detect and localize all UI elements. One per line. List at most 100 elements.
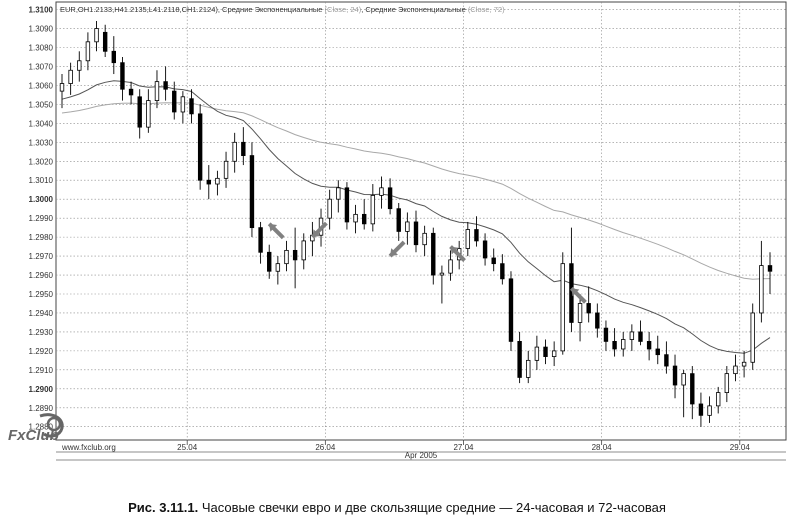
candle-body bbox=[405, 221, 410, 232]
y-tick-label: 1.2930 bbox=[29, 328, 54, 337]
ema-24-layer bbox=[61, 80, 771, 354]
candle bbox=[215, 170, 220, 196]
legend-symbol: EUR,OH1.2133,H41.2135,L41.2118,CH1.2124) bbox=[60, 5, 218, 14]
candle-body bbox=[344, 187, 350, 223]
candle-body bbox=[94, 28, 99, 43]
candle-body bbox=[197, 113, 203, 181]
candle bbox=[128, 81, 134, 105]
candle bbox=[629, 324, 635, 351]
y-tick-label: 1.2940 bbox=[29, 309, 54, 318]
signal-arrows bbox=[267, 221, 587, 304]
candle-body bbox=[707, 405, 712, 416]
fxclub-logo: FxClub bbox=[8, 413, 64, 444]
candle bbox=[396, 202, 401, 241]
candle-body bbox=[77, 60, 82, 71]
candle bbox=[68, 62, 73, 95]
candle-body bbox=[482, 240, 488, 259]
x-tick-label: 25.04 bbox=[177, 443, 198, 452]
candle-body bbox=[577, 303, 583, 323]
ema-72-line bbox=[61, 102, 771, 280]
candle bbox=[189, 89, 194, 124]
legend-ema24-params: (Close, 24) bbox=[325, 5, 362, 14]
candle-body bbox=[146, 100, 151, 128]
candle bbox=[154, 70, 160, 109]
candle bbox=[379, 176, 384, 209]
candle-body bbox=[698, 403, 704, 416]
candle-body bbox=[595, 312, 600, 329]
candle bbox=[750, 303, 755, 370]
candle-body bbox=[491, 257, 496, 265]
candle-body bbox=[621, 339, 626, 350]
candle-body bbox=[275, 263, 281, 272]
candle bbox=[137, 89, 142, 139]
y-tick-label: 1.2950 bbox=[29, 290, 54, 299]
candle bbox=[327, 189, 332, 230]
x-tick-label: 26.04 bbox=[315, 443, 336, 452]
candle bbox=[698, 392, 704, 427]
candle-body bbox=[301, 240, 306, 261]
y-tick-label: 1.3100 bbox=[29, 6, 54, 15]
candle-body bbox=[422, 232, 427, 246]
chart-legend: EUR,OH1.2133,H41.2135,L41.2118,CH1.2124)… bbox=[60, 5, 505, 14]
candle bbox=[431, 227, 436, 285]
candle bbox=[482, 233, 488, 266]
candle bbox=[102, 24, 108, 57]
legend-ema24: , Средние Экспоненциальные bbox=[218, 5, 323, 14]
candle bbox=[301, 233, 306, 270]
signal-arrow bbox=[267, 222, 285, 240]
candle bbox=[77, 51, 82, 82]
candle-body bbox=[560, 263, 565, 352]
candle-body bbox=[128, 88, 134, 96]
candle bbox=[741, 350, 747, 378]
candle-body bbox=[361, 213, 367, 225]
y-tick-label: 1.2910 bbox=[29, 366, 54, 375]
candle-body bbox=[396, 208, 401, 232]
candle bbox=[690, 366, 695, 420]
candle bbox=[543, 339, 548, 365]
grid bbox=[56, 2, 786, 440]
signal-arrow bbox=[310, 221, 328, 239]
candle-body bbox=[543, 346, 548, 357]
candle-body bbox=[638, 331, 643, 342]
legend-ema72-params: (Close, 72) bbox=[468, 5, 505, 14]
candle-body bbox=[327, 198, 332, 219]
candle-body bbox=[292, 249, 298, 261]
candle bbox=[249, 142, 255, 238]
y-tick-label: 1.2890 bbox=[29, 404, 54, 413]
x-axis: 25.04 26.04 27.04 28.04 29.04 bbox=[177, 440, 750, 452]
candle bbox=[621, 331, 626, 357]
candle-body bbox=[690, 373, 695, 405]
candle-body bbox=[551, 350, 557, 357]
ema-72-layer bbox=[61, 102, 771, 280]
candle-body bbox=[370, 195, 376, 225]
candle-body bbox=[655, 348, 660, 356]
figure-caption: Рис. 3.11.1. Часовые свечки евро и две с… bbox=[0, 500, 794, 515]
candle bbox=[258, 221, 263, 264]
candle-body bbox=[180, 96, 186, 113]
candle bbox=[672, 354, 678, 399]
candle bbox=[551, 341, 557, 367]
candle-body bbox=[500, 263, 505, 280]
candle bbox=[353, 204, 358, 234]
candle-body bbox=[102, 31, 108, 52]
candle-body bbox=[534, 346, 540, 361]
candle-body bbox=[603, 327, 609, 342]
candle bbox=[681, 369, 686, 418]
candle-body bbox=[474, 229, 479, 242]
candle-body bbox=[379, 187, 384, 196]
ema-24-line bbox=[61, 80, 771, 354]
candle bbox=[517, 331, 522, 384]
candle bbox=[526, 350, 531, 384]
candle-body bbox=[767, 265, 773, 272]
candle bbox=[439, 265, 445, 304]
signal-arrow-head bbox=[571, 288, 580, 297]
candle-body bbox=[267, 251, 272, 272]
candle bbox=[638, 320, 643, 346]
y-axis: 1.3100 1.3090 1.3080 1.3070 1.3060 1.3050 1.30… bbox=[29, 6, 54, 432]
candle bbox=[724, 366, 730, 403]
candle-body bbox=[672, 365, 678, 386]
candle-body bbox=[439, 272, 445, 276]
candle bbox=[465, 221, 471, 257]
candle-body bbox=[681, 373, 686, 386]
candle-body bbox=[413, 221, 419, 246]
